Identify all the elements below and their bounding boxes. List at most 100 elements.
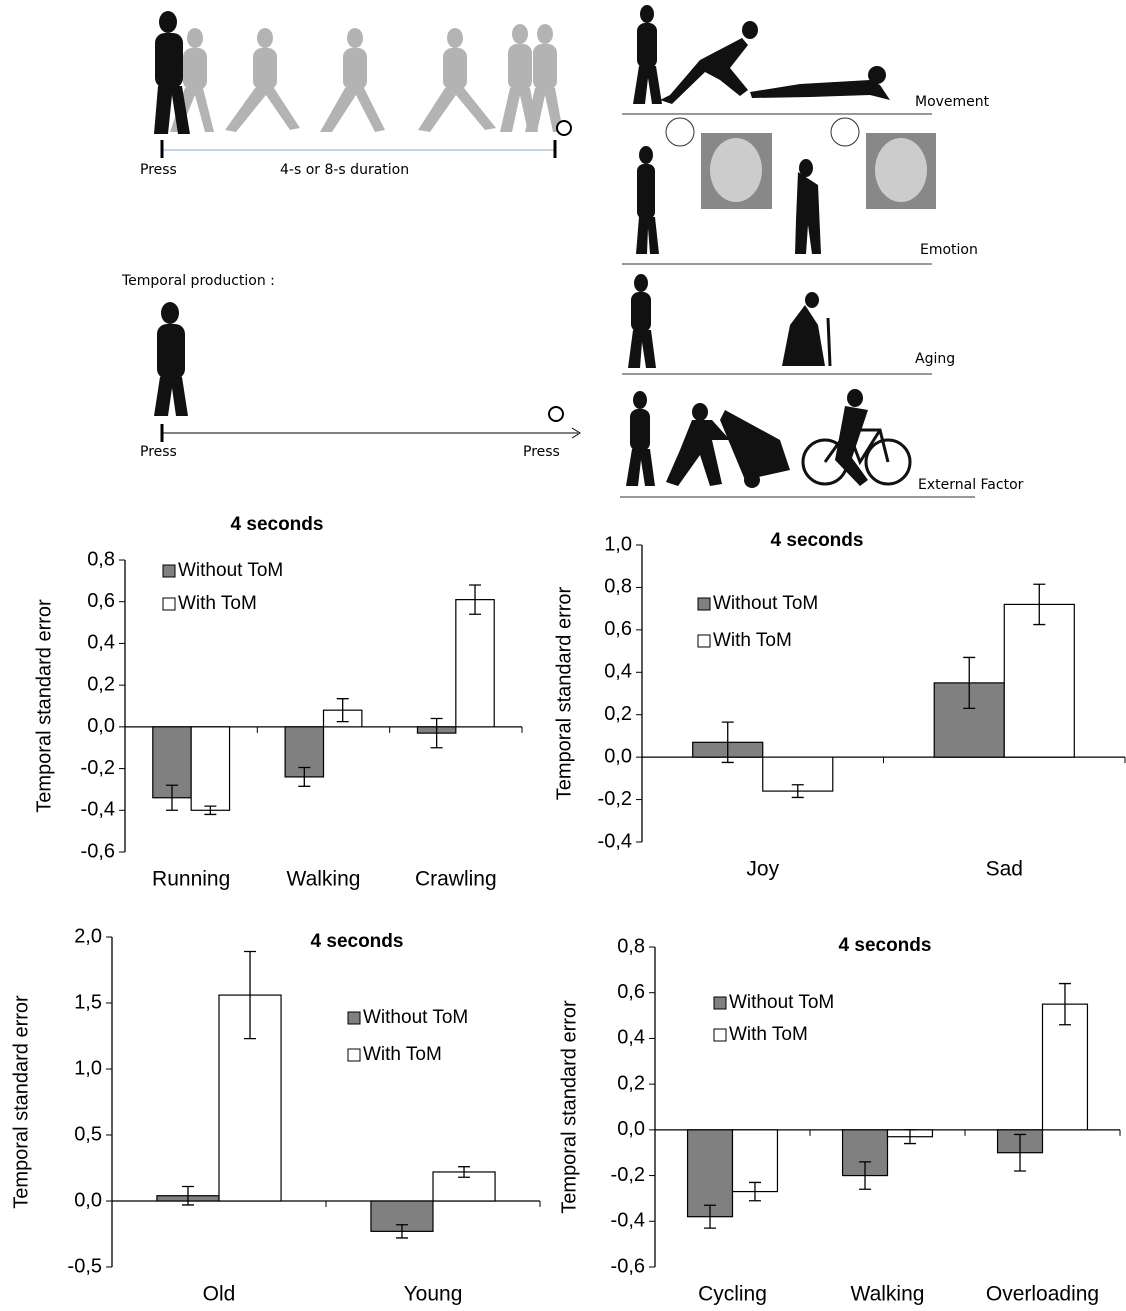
error-bar xyxy=(336,698,349,723)
bar xyxy=(731,1129,779,1193)
y-tick-label: -0,4 xyxy=(598,830,632,852)
error-bar xyxy=(458,1166,471,1178)
y-tick-label: -0,2 xyxy=(611,1164,645,1186)
y-tick-label: 0,6 xyxy=(617,981,645,1003)
y-tick-label: 0,0 xyxy=(74,1189,102,1211)
error-bar xyxy=(165,784,178,811)
error-bar xyxy=(704,1204,717,1229)
y-axis-title: Temporal standard error xyxy=(558,1000,580,1214)
x-tick-label: Old xyxy=(203,1283,236,1306)
error-bar xyxy=(963,656,976,709)
y-tick-label: -0,4 xyxy=(611,1210,645,1232)
y-tick-label: 0,0 xyxy=(617,1118,645,1140)
error-bar xyxy=(244,950,257,1040)
legend-label: Without ToM xyxy=(713,593,818,614)
y-axis-title: Temporal standard error xyxy=(553,586,575,800)
y-tick-label: -0,6 xyxy=(611,1255,645,1277)
legend-swatch xyxy=(697,634,711,648)
y-tick-label: -0,2 xyxy=(81,757,115,779)
y-tick-label: -0,5 xyxy=(68,1255,102,1277)
condition-label: Aging xyxy=(915,351,955,367)
y-tick-label: 0,0 xyxy=(87,715,115,737)
legend-swatch xyxy=(713,1028,727,1042)
legend-swatch xyxy=(162,564,176,578)
bar-chart: 4 seconds Temporal standard error -0,5 0,0 0… xyxy=(10,925,541,1306)
y-tick-label: 0,2 xyxy=(617,1072,645,1094)
error-bar xyxy=(1058,982,1071,1026)
condition-label: External Factor xyxy=(918,477,1024,493)
y-tick-label: 1,5 xyxy=(74,991,102,1013)
duration-label: 4-s or 8-s duration xyxy=(280,162,409,178)
y-tick-label: 0,2 xyxy=(604,703,632,725)
chart-title: 4 seconds xyxy=(771,530,864,551)
bar xyxy=(190,726,231,811)
error-bar xyxy=(430,717,443,749)
bar-chart: 4 seconds Temporal standard error -0,6 -0,4… xyxy=(558,935,1121,1306)
legend-label: Without ToM xyxy=(363,1007,468,1028)
error-bar xyxy=(395,1224,408,1239)
press-label: Press xyxy=(523,444,560,460)
bar-chart: 4 seconds Temporal standard error -0,6 -0,4… xyxy=(33,514,523,891)
y-tick-label: 0,8 xyxy=(604,576,632,598)
y-tick-label: -0,2 xyxy=(598,788,632,810)
error-bar xyxy=(748,1181,761,1202)
y-tick-label: 0,8 xyxy=(87,548,115,570)
y-tick-label: -0,6 xyxy=(81,840,115,862)
y-tick-label: 0,0 xyxy=(604,745,632,767)
x-tick-label: Crawling xyxy=(415,868,497,891)
chart-title: 4 seconds xyxy=(231,514,324,535)
error-bar xyxy=(204,805,217,816)
x-tick-label: Overloading xyxy=(986,1283,1099,1306)
error-bar xyxy=(903,1129,916,1145)
legend-swatch xyxy=(162,597,176,611)
x-tick-label: Walking xyxy=(851,1283,925,1306)
condition-label: Movement xyxy=(915,94,990,110)
chart-title: 4 seconds xyxy=(839,935,932,956)
legend-label: With ToM xyxy=(729,1024,808,1045)
x-tick-label: Walking xyxy=(287,868,361,891)
x-tick-label: Joy xyxy=(746,858,779,881)
condition-label: Emotion xyxy=(920,242,978,258)
error-bar xyxy=(1014,1133,1027,1172)
legend-swatch xyxy=(347,1011,361,1025)
legend-label: With ToM xyxy=(178,593,257,614)
bar-chart: 4 seconds Temporal standard error -0,4 -0,2… xyxy=(553,530,1126,881)
error-bar xyxy=(298,766,311,787)
legend-label: With ToM xyxy=(713,630,792,651)
y-tick-label: 0,8 xyxy=(617,935,645,957)
x-tick-label: Young xyxy=(404,1283,463,1306)
y-tick-label: 0,6 xyxy=(604,618,632,640)
bar xyxy=(686,1129,734,1218)
walking-sequence: Press 4-s or 8-s duration Temporal produ… xyxy=(121,11,581,460)
legend-swatch xyxy=(713,996,727,1010)
y-tick-label: 0,2 xyxy=(87,673,115,695)
y-tick-label: 0,4 xyxy=(87,632,115,654)
production-label: Temporal production : xyxy=(121,273,275,289)
y-axis-title: Temporal standard error xyxy=(33,599,55,813)
error-bar xyxy=(791,784,804,799)
y-tick-label: 0,5 xyxy=(74,1123,102,1145)
bar xyxy=(1003,603,1075,758)
x-tick-label: Sad xyxy=(986,858,1023,881)
legend-label: Without ToM xyxy=(729,992,834,1013)
y-tick-label: 1,0 xyxy=(74,1057,102,1079)
y-tick-label: -0,4 xyxy=(81,799,115,821)
legend-swatch xyxy=(697,597,711,611)
y-tick-label: 1,0 xyxy=(604,533,632,555)
legend-label: With ToM xyxy=(363,1044,442,1065)
x-tick-label: Running xyxy=(152,868,230,891)
legend-swatch xyxy=(347,1048,361,1062)
y-tick-label: 0,4 xyxy=(617,1027,645,1049)
y-tick-label: 0,4 xyxy=(604,661,632,683)
press-label: Press xyxy=(140,444,177,460)
bar xyxy=(455,599,495,728)
legend-label: Without ToM xyxy=(178,560,283,581)
chart-title: 4 seconds xyxy=(311,931,404,952)
conditions: Movement Emotion Aging External Factor xyxy=(620,5,1024,498)
y-tick-label: 0,6 xyxy=(87,590,115,612)
x-tick-label: Cycling xyxy=(698,1283,767,1306)
error-bar xyxy=(1033,583,1046,626)
error-bar xyxy=(181,1185,194,1206)
error-bar xyxy=(721,721,734,764)
press-label: Press xyxy=(140,162,177,178)
